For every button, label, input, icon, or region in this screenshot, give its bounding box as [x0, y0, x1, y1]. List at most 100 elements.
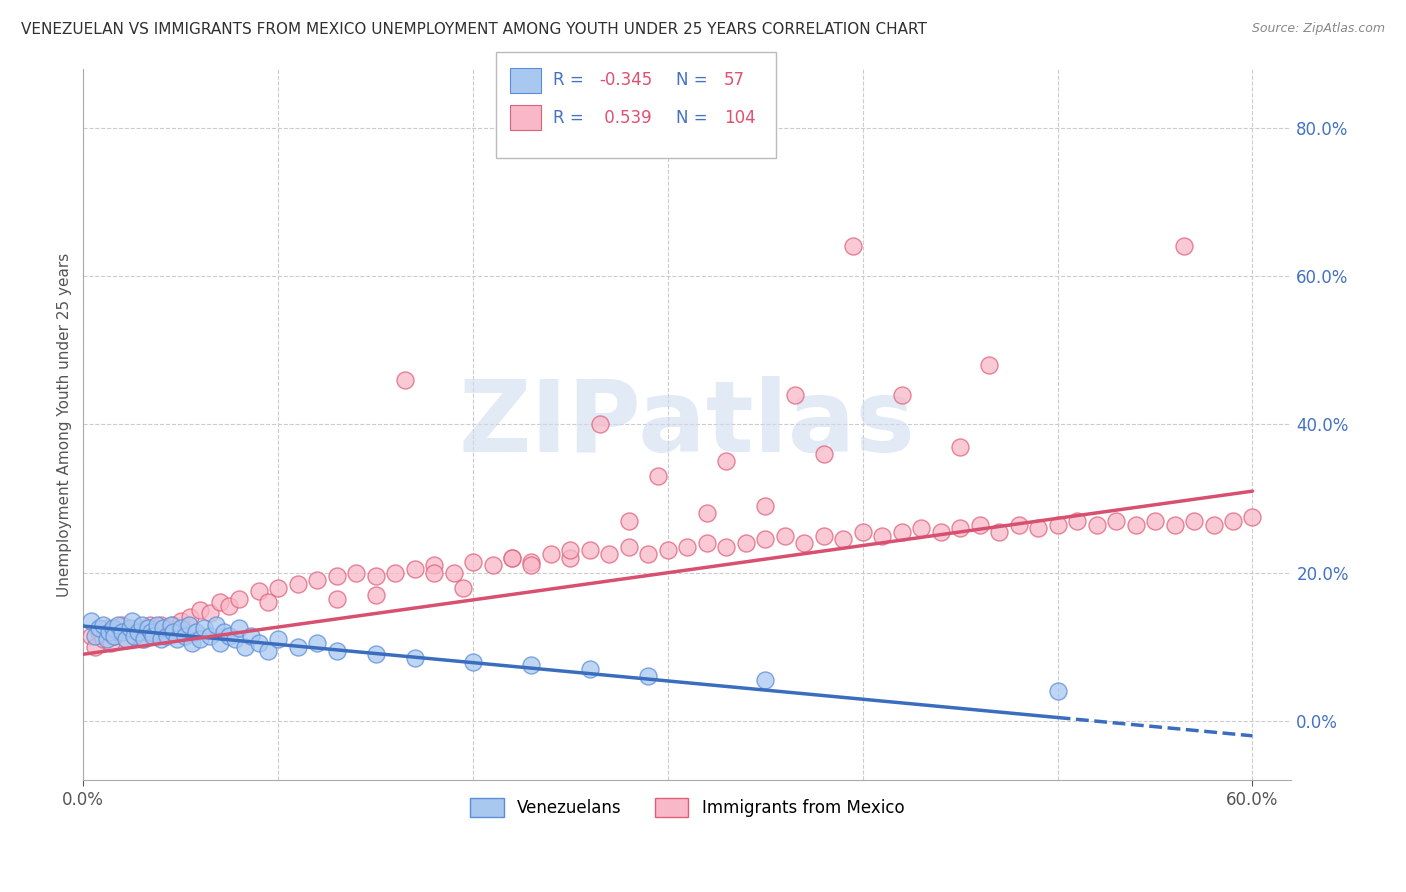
Point — [754, 673, 776, 688]
Point — [1125, 517, 1147, 532]
Point — [344, 566, 367, 580]
Point — [228, 621, 250, 635]
Point — [198, 607, 221, 621]
Point — [560, 550, 582, 565]
Point — [852, 524, 875, 539]
Text: 57: 57 — [724, 71, 745, 89]
Point — [103, 629, 125, 643]
Point — [637, 547, 659, 561]
Point — [166, 625, 188, 640]
Point — [218, 599, 240, 613]
Point — [173, 629, 195, 643]
Point — [453, 581, 475, 595]
Point — [890, 388, 912, 402]
Point — [152, 621, 174, 635]
Point — [307, 636, 329, 650]
Point — [579, 543, 602, 558]
Text: R =: R = — [553, 109, 589, 127]
Point — [111, 617, 134, 632]
Point — [890, 524, 912, 539]
Point — [208, 595, 231, 609]
Point — [224, 632, 246, 647]
Point — [135, 625, 157, 640]
Point — [107, 617, 129, 632]
Point — [988, 524, 1011, 539]
Point — [423, 566, 446, 580]
Point — [404, 651, 426, 665]
Point — [1007, 517, 1029, 532]
Point — [127, 625, 149, 640]
Point — [115, 632, 138, 647]
Point — [696, 507, 718, 521]
Point — [1144, 514, 1167, 528]
Point — [188, 632, 211, 647]
Point — [793, 536, 815, 550]
Point — [127, 621, 149, 635]
Point — [501, 550, 523, 565]
Point — [325, 591, 347, 606]
Point — [813, 447, 835, 461]
Point — [1163, 517, 1185, 532]
Point — [166, 632, 188, 647]
Point — [103, 629, 125, 643]
Point — [754, 499, 776, 513]
Point — [813, 528, 835, 542]
Point — [481, 558, 503, 573]
Point — [307, 573, 329, 587]
Point — [218, 629, 240, 643]
Point — [287, 577, 309, 591]
Point — [325, 569, 347, 583]
Point — [617, 514, 640, 528]
Point — [560, 543, 582, 558]
Point — [842, 239, 865, 253]
Point — [122, 629, 145, 643]
Point — [120, 621, 142, 635]
Point — [267, 632, 290, 647]
Point — [131, 632, 153, 647]
Point — [96, 632, 118, 647]
Point — [84, 640, 107, 654]
Point — [1026, 521, 1049, 535]
Point — [423, 558, 446, 573]
Point — [142, 629, 165, 643]
Point — [142, 629, 165, 643]
Point — [520, 555, 543, 569]
Point — [1202, 517, 1225, 532]
Point — [212, 625, 235, 640]
Text: N =: N = — [676, 71, 713, 89]
Point — [132, 632, 155, 647]
Point — [1046, 517, 1069, 532]
Legend: Venezuelans, Immigrants from Mexico: Venezuelans, Immigrants from Mexico — [463, 789, 912, 825]
Point — [80, 614, 103, 628]
Point — [910, 521, 932, 535]
Point — [111, 625, 134, 640]
Point — [1066, 514, 1088, 528]
Point — [617, 540, 640, 554]
Point — [754, 533, 776, 547]
Text: 0.539: 0.539 — [599, 109, 651, 127]
Text: ZIPatlas: ZIPatlas — [458, 376, 915, 473]
Point — [1085, 517, 1108, 532]
Point — [267, 581, 290, 595]
Point — [188, 603, 211, 617]
Point — [287, 640, 309, 654]
Point — [239, 629, 262, 643]
Point — [364, 588, 387, 602]
Point — [949, 440, 972, 454]
Point — [186, 625, 208, 640]
Point — [949, 521, 972, 535]
Point — [1241, 510, 1264, 524]
Point — [501, 550, 523, 565]
Point — [87, 625, 110, 640]
Point — [540, 547, 562, 561]
Point — [157, 621, 180, 635]
Point — [929, 524, 952, 539]
Point — [153, 629, 176, 643]
Point — [404, 562, 426, 576]
Point — [141, 625, 163, 640]
Point — [734, 536, 756, 550]
Point — [257, 595, 280, 609]
Point — [96, 621, 118, 635]
Point — [696, 536, 718, 550]
Point — [716, 540, 738, 554]
